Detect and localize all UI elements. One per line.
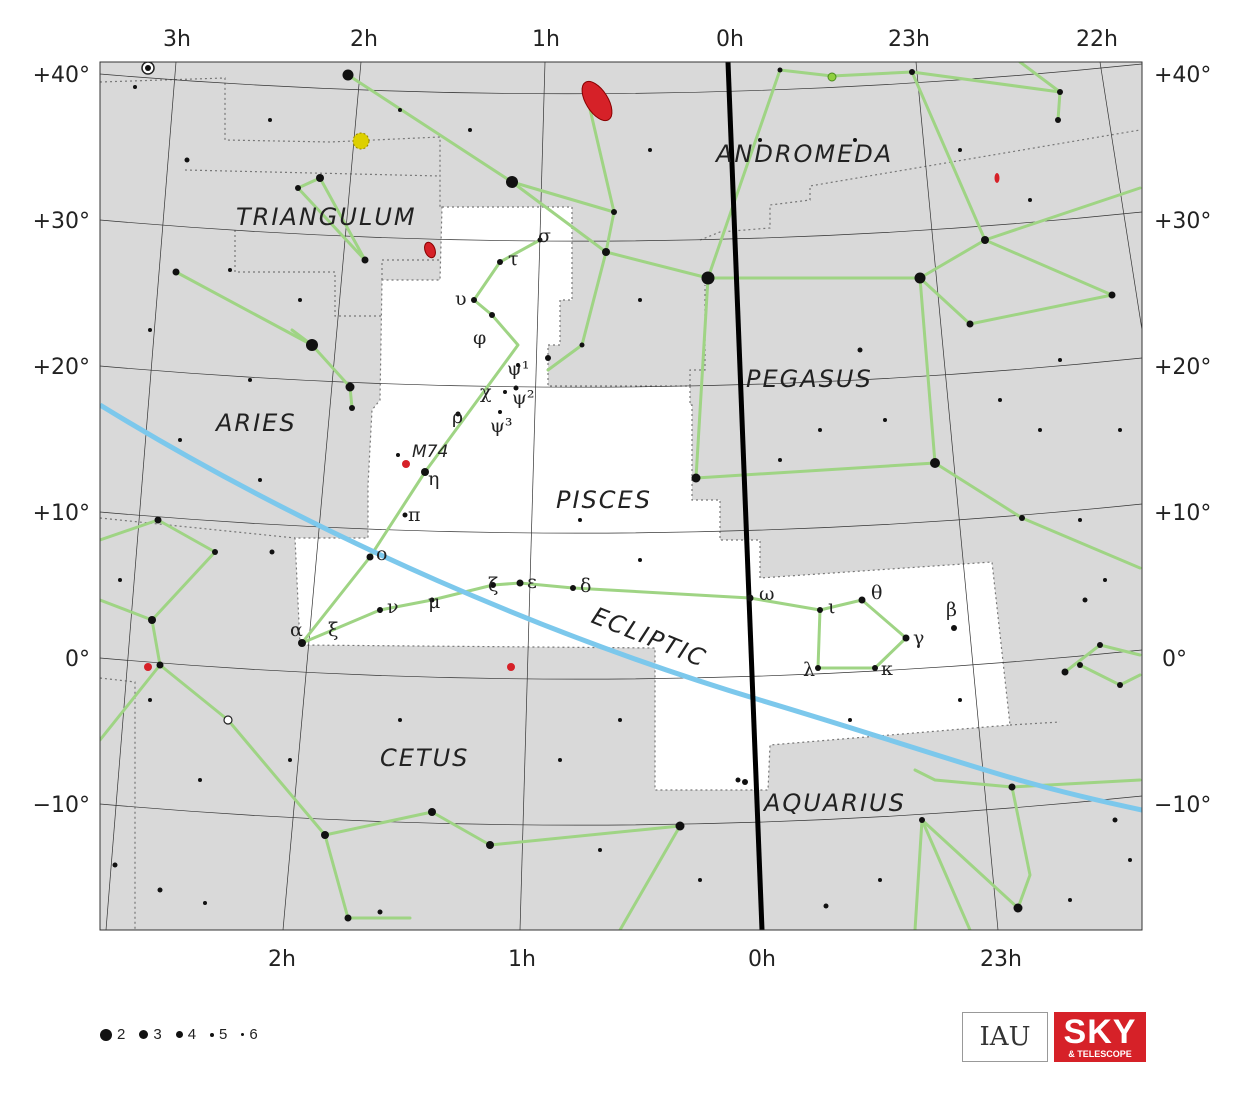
star-label-pi: π	[408, 504, 421, 526]
ra-top-2h: 2h	[350, 27, 378, 52]
star-label-omicron: ο	[376, 543, 387, 565]
ra-bottom-1h: 1h	[508, 947, 536, 972]
dec-labels-right: +40° +30° +20° +10° 0° −10°	[1154, 63, 1211, 818]
legend-label: 3	[153, 1026, 161, 1043]
dec-right-30: +30°	[1154, 209, 1211, 234]
star-label-eta: η	[428, 468, 439, 490]
ra-labels-bottom: 2h 1h 0h 23h	[268, 947, 1022, 972]
star-label-zeta: ζ	[488, 574, 498, 596]
star-label-beta: β	[946, 599, 957, 621]
star-label-alpha: α	[290, 619, 303, 641]
dec-right-40: +40°	[1154, 63, 1211, 88]
dec-right-minus10: −10°	[1154, 793, 1211, 818]
star-label-psi3: ψ³	[490, 415, 513, 437]
ra-top-22h: 22h	[1076, 27, 1118, 52]
dec-right-0: 0°	[1162, 647, 1187, 672]
legend-dot-icon	[210, 1033, 214, 1037]
ra-top-23h: 23h	[888, 27, 930, 52]
galaxy-marker	[507, 663, 515, 671]
star-label-psi1: ψ¹	[507, 358, 530, 380]
sky-logo-sub: & TELESCOPE	[1068, 1049, 1132, 1059]
ra-top-3h: 3h	[163, 27, 191, 52]
label-cetus: CETUS	[380, 744, 469, 772]
star-label-rho: ρ	[452, 406, 463, 428]
star-label-kappa: κ	[881, 658, 893, 680]
star-label-chi: χ	[480, 381, 492, 403]
label-aquarius: AQUARIUS	[762, 789, 906, 817]
ra-labels-top: 3h 2h 1h 0h 23h 22h	[163, 27, 1118, 52]
legend-label: 6	[249, 1026, 257, 1043]
star-label-xi: ξ	[328, 619, 338, 641]
ra-top-1h: 1h	[532, 27, 560, 52]
label-andromeda: ANDROMEDA	[714, 140, 893, 168]
star-label-upsilon: υ	[455, 288, 467, 310]
sky-logo-main: SKY	[1064, 1015, 1137, 1049]
legend-mag-3: 3	[139, 1026, 161, 1043]
sun-marker	[353, 133, 369, 149]
legend-label: 5	[219, 1026, 227, 1043]
dec-left-0: 0°	[65, 647, 90, 672]
dec-left-30: +30°	[33, 209, 90, 234]
dec-right-20: +20°	[1154, 355, 1211, 380]
legend-label: 2	[117, 1026, 125, 1043]
magnitude-legend: 2 3 4 5 6	[100, 1026, 258, 1043]
dec-left-40: +40°	[33, 63, 90, 88]
legend-mag-6: 6	[241, 1026, 257, 1043]
legend-dot-icon	[176, 1031, 183, 1038]
dec-left-10: +10°	[33, 501, 90, 526]
star-label-mu: μ	[428, 591, 440, 613]
legend-dot-icon	[100, 1029, 112, 1041]
star-label-nu: ν	[387, 596, 399, 618]
galaxy-marker	[144, 663, 152, 671]
ra-top-0h: 0h	[716, 27, 744, 52]
dec-left-minus10: −10°	[33, 793, 90, 818]
ra-bottom-0h: 0h	[748, 947, 776, 972]
star-label-delta: δ	[580, 575, 591, 597]
sky-telescope-logo: SKY & TELESCOPE	[1054, 1012, 1146, 1062]
label-triangulum: TRIANGULUM	[236, 203, 417, 231]
dec-left-20: +20°	[33, 355, 90, 380]
legend-dot-icon	[241, 1033, 244, 1036]
legend-mag-4: 4	[176, 1026, 196, 1043]
star-label-gamma: γ	[913, 627, 924, 649]
iau-logo: IAU	[962, 1012, 1048, 1062]
dec-labels-left: +40° +30° +20° +10° 0° −10°	[33, 63, 90, 818]
star-label-iota: ι	[828, 596, 835, 618]
label-pegasus: PEGASUS	[746, 365, 873, 393]
legend-mag-2: 2	[100, 1026, 125, 1043]
publisher-logos: IAU SKY & TELESCOPE	[962, 1012, 1146, 1062]
ra-bottom-2h: 2h	[268, 947, 296, 972]
star-label-lambda: λ	[803, 659, 815, 681]
cluster-marker	[828, 73, 836, 81]
variable-star-marker	[224, 716, 232, 724]
star-label-omega: ω	[759, 583, 775, 605]
dec-right-10: +10°	[1154, 501, 1211, 526]
label-pisces: PISCES	[556, 486, 652, 514]
ra-bottom-23h: 23h	[980, 947, 1022, 972]
star-label-theta: θ	[871, 582, 882, 604]
star-label-sigma: σ	[538, 225, 551, 247]
label-aries: ARIES	[214, 409, 297, 437]
star-label-psi2: ψ²	[512, 387, 535, 409]
legend-label: 4	[188, 1026, 196, 1043]
star-label-tau: τ	[508, 248, 519, 270]
legend-dot-icon	[139, 1030, 148, 1039]
m74-marker	[402, 460, 410, 468]
star-label-phi: φ	[473, 327, 486, 349]
label-m74: M74	[412, 442, 448, 462]
star-label-epsilon: ε	[527, 571, 537, 593]
iau-logo-text: IAU	[980, 1022, 1031, 1052]
legend-mag-5: 5	[210, 1026, 227, 1043]
variable-star-core	[145, 65, 151, 71]
galaxy-marker	[995, 173, 1000, 183]
